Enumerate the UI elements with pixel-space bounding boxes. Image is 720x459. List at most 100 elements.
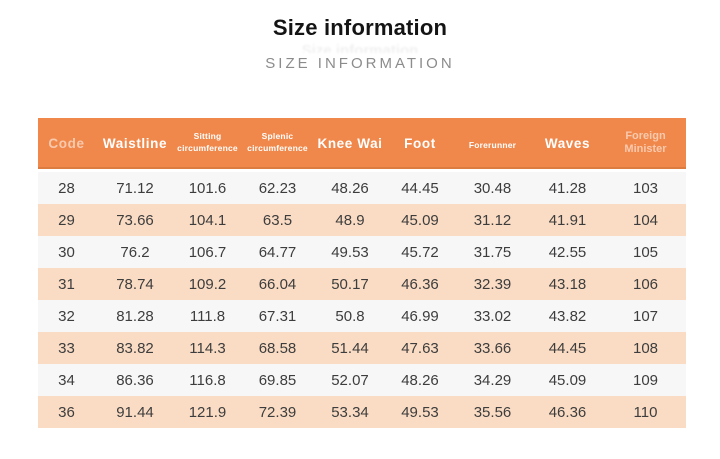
table-row: 29 73.66 104.1 63.5 48.9 45.09 31.12 41.91 104 [38, 204, 686, 236]
column-header-label: Knee Wai [317, 135, 383, 151]
table-row: 33 83.82 114.3 68.58 51.44 47.63 33.66 44.45 108 [38, 332, 686, 364]
table-cell-code: 32 [38, 300, 95, 332]
column-header-label: Foreign Minister [624, 129, 667, 156]
table-cell-code: 34 [38, 364, 95, 396]
table-cell-foreign: 107 [605, 300, 686, 332]
table-cell-waves: 43.18 [530, 268, 605, 300]
table-cell-knee: 48.9 [315, 204, 385, 236]
table-row: 28 71.12 101.6 62.23 48.26 44.45 30.48 41.28 103 [38, 172, 686, 204]
table-cell-foot: 47.63 [385, 332, 455, 364]
table-cell-waves: 41.91 [530, 204, 605, 236]
column-header-label: Sitting circumference [177, 131, 238, 153]
table-cell-code: 36 [38, 396, 95, 428]
table-cell-knee: 53.34 [315, 396, 385, 428]
table-cell-splenic: 69.85 [240, 364, 315, 396]
table-cell-waves: 42.55 [530, 236, 605, 268]
table-cell-forerunner: 35.56 [455, 396, 530, 428]
column-header-label: Forerunner [468, 139, 517, 150]
table-cell-code: 29 [38, 204, 95, 236]
column-header-foreign: Foreign Minister [605, 118, 686, 172]
table-row: 34 86.36 116.8 69.85 52.07 48.26 34.29 45.09 109 [38, 364, 686, 396]
table-cell-foot: 48.26 [385, 364, 455, 396]
table-cell-splenic: 68.58 [240, 332, 315, 364]
table-row: 31 78.74 109.2 66.04 50.17 46.36 32.39 43.18 106 [38, 268, 686, 300]
table-cell-foot: 49.53 [385, 396, 455, 428]
table-cell-foreign: 105 [605, 236, 686, 268]
table-cell-sitting: 104.1 [175, 204, 240, 236]
table-cell-forerunner: 32.39 [455, 268, 530, 300]
table-cell-waistline: 91.44 [95, 396, 175, 428]
table-row: 36 91.44 121.9 72.39 53.34 49.53 35.56 46.36 110 [38, 396, 686, 428]
table-cell-foreign: 104 [605, 204, 686, 236]
table-cell-sitting: 101.6 [175, 172, 240, 204]
table-cell-waistline: 76.2 [95, 236, 175, 268]
header-row: Code Waistline Sitting circumference Spleni… [38, 118, 686, 172]
page-subtitle: SIZE INFORMATION [265, 55, 455, 72]
table-cell-sitting: 121.9 [175, 396, 240, 428]
column-header-foot: Foot [385, 118, 455, 172]
table-cell-waistline: 83.82 [95, 332, 175, 364]
size-table-body: 28 71.12 101.6 62.23 48.26 44.45 30.48 41.28 103… [38, 172, 686, 428]
table-row: 30 76.2 106.7 64.77 49.53 45.72 31.75 42.55 105 [38, 236, 686, 268]
table-cell-splenic: 63.5 [240, 204, 315, 236]
column-header-label: Waistline [102, 135, 168, 151]
table-cell-sitting: 106.7 [175, 236, 240, 268]
column-header-label: Code [48, 135, 85, 151]
table-cell-forerunner: 34.29 [455, 364, 530, 396]
column-header-sitting: Sitting circumference [175, 118, 240, 172]
table-cell-waistline: 78.74 [95, 268, 175, 300]
table-cell-splenic: 72.39 [240, 396, 315, 428]
column-header-splenic: Splenic circumference [240, 118, 315, 172]
table-cell-code: 33 [38, 332, 95, 364]
table-cell-waves: 45.09 [530, 364, 605, 396]
column-header-knee: Knee Wai [315, 118, 385, 172]
column-header-waistline: Waistline [95, 118, 175, 172]
table-cell-foreign: 108 [605, 332, 686, 364]
table-cell-splenic: 66.04 [240, 268, 315, 300]
table-cell-code: 31 [38, 268, 95, 300]
table-cell-code: 30 [38, 236, 95, 268]
table-cell-foot: 45.72 [385, 236, 455, 268]
column-header-label: Waves [544, 135, 591, 151]
table-cell-foreign: 106 [605, 268, 686, 300]
size-table-header: Code Waistline Sitting circumference Spleni… [38, 118, 686, 172]
table-cell-foot: 46.99 [385, 300, 455, 332]
table-cell-waistline: 73.66 [95, 204, 175, 236]
table-cell-splenic: 67.31 [240, 300, 315, 332]
table-cell-foot: 44.45 [385, 172, 455, 204]
title-block: Size information Size information SIZE I… [0, 0, 720, 72]
table-cell-knee: 49.53 [315, 236, 385, 268]
table-cell-foot: 46.36 [385, 268, 455, 300]
table-cell-waves: 43.82 [530, 300, 605, 332]
table-cell-forerunner: 33.66 [455, 332, 530, 364]
table-cell-foreign: 110 [605, 396, 686, 428]
column-header-forerunner: Forerunner [455, 118, 530, 172]
table-cell-knee: 50.17 [315, 268, 385, 300]
table-cell-splenic: 64.77 [240, 236, 315, 268]
table-cell-sitting: 116.8 [175, 364, 240, 396]
column-header-code: Code [38, 118, 95, 172]
column-header-label: Splenic circumference [247, 131, 308, 153]
table-cell-waves: 41.28 [530, 172, 605, 204]
table-cell-waistline: 81.28 [95, 300, 175, 332]
table-cell-sitting: 114.3 [175, 332, 240, 364]
title-ghost: Size information [301, 42, 419, 53]
table-cell-sitting: 111.8 [175, 300, 240, 332]
table-cell-splenic: 62.23 [240, 172, 315, 204]
table-cell-sitting: 109.2 [175, 268, 240, 300]
table-cell-waistline: 86.36 [95, 364, 175, 396]
column-header-waves: Waves [530, 118, 605, 172]
table-cell-foreign: 103 [605, 172, 686, 204]
table-cell-forerunner: 30.48 [455, 172, 530, 204]
table-cell-waves: 44.45 [530, 332, 605, 364]
table-cell-forerunner: 33.02 [455, 300, 530, 332]
page-title: Size information [272, 15, 448, 40]
table-cell-code: 28 [38, 172, 95, 204]
table-cell-knee: 51.44 [315, 332, 385, 364]
table-cell-forerunner: 31.75 [455, 236, 530, 268]
table-cell-knee: 48.26 [315, 172, 385, 204]
table-cell-waves: 46.36 [530, 396, 605, 428]
column-header-label: Foot [404, 135, 436, 151]
table-row: 32 81.28 111.8 67.31 50.8 46.99 33.02 43.82 107 [38, 300, 686, 332]
table-cell-knee: 50.8 [315, 300, 385, 332]
